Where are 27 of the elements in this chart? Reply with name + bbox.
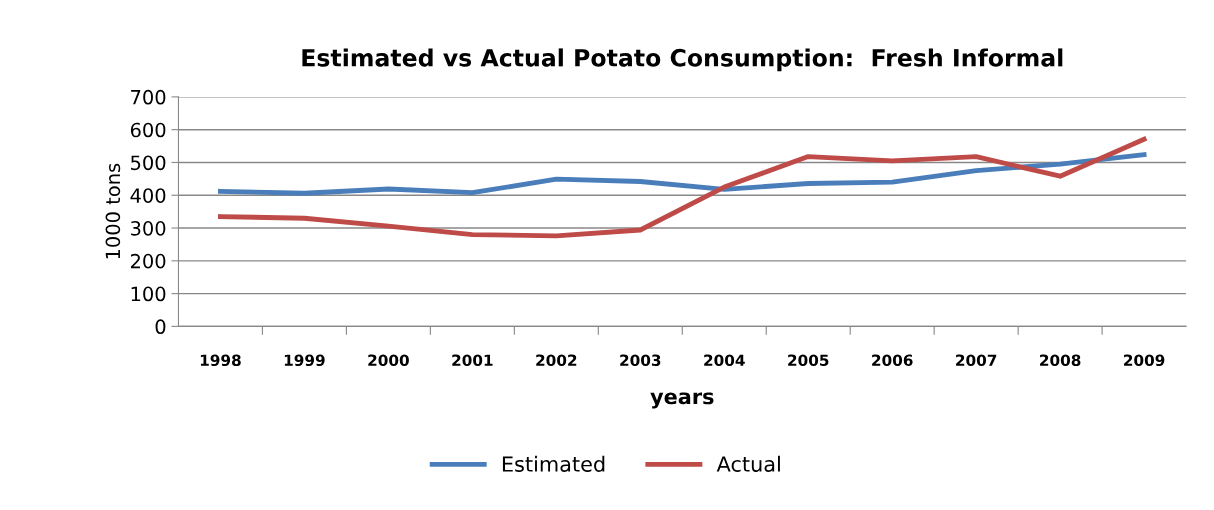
y-tick-label: 0: [155, 319, 166, 335]
line-series: [218, 152, 1147, 196]
x-tick-label: 2005: [788, 354, 829, 366]
y-tick-label: 600: [130, 122, 166, 138]
x-tick-label: 2002: [536, 354, 577, 366]
x-tick-label: 1998: [200, 354, 241, 366]
x-axis-title: years: [650, 392, 714, 409]
legend-label: Estimated: [502, 455, 605, 472]
x-tick-label: 2003: [620, 354, 661, 366]
y-tick-label: 400: [130, 188, 166, 203]
line-series: [218, 136, 1147, 239]
x-tick-label: 2006: [872, 354, 913, 366]
y-axis-title: 1000 tons: [105, 163, 121, 259]
y-tick-label: 100: [131, 286, 166, 302]
y-tick-label: 700: [131, 89, 166, 105]
y-tick-label: 300: [131, 221, 166, 236]
x-tick-label: 2000: [368, 354, 409, 366]
chart-title: Estimated vs Actual Potato Consumption: Fresh Informal: [302, 48, 1063, 72]
y-tick-label: 500: [131, 155, 166, 171]
x-tick-label: 2001: [452, 354, 493, 366]
x-tick-label: 2009: [1124, 354, 1165, 366]
x-tick-label: 1999: [284, 354, 325, 366]
y-tick-label: 200: [130, 253, 166, 269]
legend-label: Actual: [716, 455, 780, 472]
x-tick-label: 2004: [704, 354, 745, 366]
x-tick-label: 2008: [1040, 354, 1081, 366]
x-tick-label: 2007: [956, 354, 997, 366]
